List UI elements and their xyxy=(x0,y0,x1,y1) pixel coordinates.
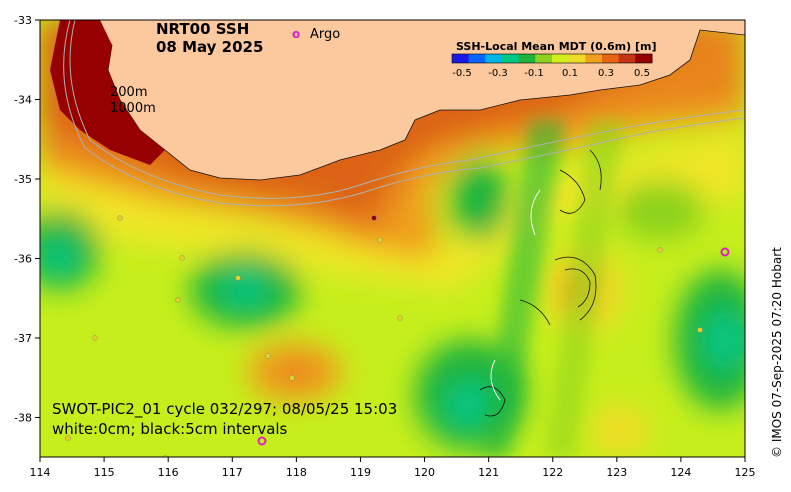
colorbar-swatch xyxy=(618,54,636,63)
y-tick-label: -36 xyxy=(14,253,32,266)
x-tick-label: 114 xyxy=(30,466,51,479)
colorbar: SSH-Local Mean MDT (0.6m) [m] -0.5 -0.3 -0… xyxy=(451,40,656,79)
contour-label-1000m: 1000m xyxy=(110,101,156,116)
colorbar-tick-label: -0.1 xyxy=(524,68,544,79)
colorbar-swatch xyxy=(635,54,653,63)
colorbar-swatch xyxy=(602,54,620,63)
argo-floats xyxy=(257,247,730,446)
swot-swaths xyxy=(480,120,625,457)
contour-label-200m: 200m xyxy=(110,85,147,100)
colorbar-tick-label: -0.3 xyxy=(488,68,508,79)
y-tick-label: -35 xyxy=(14,173,32,186)
colorbar-frame xyxy=(451,53,653,64)
argo-legend-label: Argo xyxy=(310,27,340,42)
x-tick-label: 120 xyxy=(414,466,435,479)
colorbar-swatch xyxy=(568,54,586,63)
x-tick-label: 121 xyxy=(478,466,499,479)
colorbar-tick-label: -0.5 xyxy=(452,68,472,79)
x-tick-label: 117 xyxy=(222,466,243,479)
swot-contours xyxy=(479,149,602,417)
x-tick-label: 115 xyxy=(94,466,115,479)
colorbar-swatch xyxy=(585,54,603,63)
plot-area xyxy=(40,20,745,457)
colorbar-swatch xyxy=(468,54,486,63)
colorbar-tick-label: 0.5 xyxy=(634,68,650,79)
credit-text: © IMOS 07-Sep-2025 07:20 Hobart xyxy=(770,247,784,458)
colorbar-swatch xyxy=(535,54,553,63)
x-tick-label: 125 xyxy=(735,466,756,479)
colorbar-swatch xyxy=(552,54,570,63)
x-tick-label: 116 xyxy=(158,466,179,479)
swot-info-line2: white:0cm; black:5cm intervals xyxy=(52,420,288,438)
x-tick-label: 118 xyxy=(286,466,307,479)
colorbar-tick-label: 0.3 xyxy=(598,68,614,79)
plot-frame xyxy=(39,19,746,458)
colorbar-swatch xyxy=(452,54,470,63)
swot-zero-contours xyxy=(490,189,541,401)
colorbar-swatch xyxy=(518,54,536,63)
map-date: 08 May 2025 xyxy=(156,38,263,56)
bathymetry-contours xyxy=(63,20,745,207)
y-tick-label: -34 xyxy=(14,94,32,107)
x-tick-label: 123 xyxy=(606,466,627,479)
argo-legend-marker: o xyxy=(292,27,300,41)
colorbar-ticks: -0.5 -0.3 -0.1 0.1 0.3 0.5 xyxy=(452,68,650,79)
colorbar-swatch xyxy=(485,54,503,63)
y-tick-label: -38 xyxy=(14,412,32,425)
x-axis: 114 115 116 117 118 119 120 121 122 123 124 125 xyxy=(30,457,756,479)
colorbar-swatches xyxy=(451,53,653,64)
colorbar-tick-label: 0.1 xyxy=(562,68,578,79)
x-tick-label: 122 xyxy=(542,466,563,479)
y-axis: -33 -34 -35 -36 -37 -38 xyxy=(14,14,40,425)
y-tick-label: -33 xyxy=(14,14,32,27)
map-title: NRT00 SSH xyxy=(156,20,249,38)
x-tick-label: 124 xyxy=(670,466,691,479)
colorbar-swatch xyxy=(502,54,520,63)
observation-dots xyxy=(65,215,703,457)
colorbar-title: SSH-Local Mean MDT (0.6m) [m] xyxy=(456,40,656,53)
swot-info-line1: SWOT-PIC2_01 cycle 032/297; 08/05/25 15:… xyxy=(52,400,397,419)
y-tick-label: -37 xyxy=(14,332,32,345)
x-tick-label: 119 xyxy=(350,466,371,479)
warm-core-west xyxy=(50,20,165,165)
